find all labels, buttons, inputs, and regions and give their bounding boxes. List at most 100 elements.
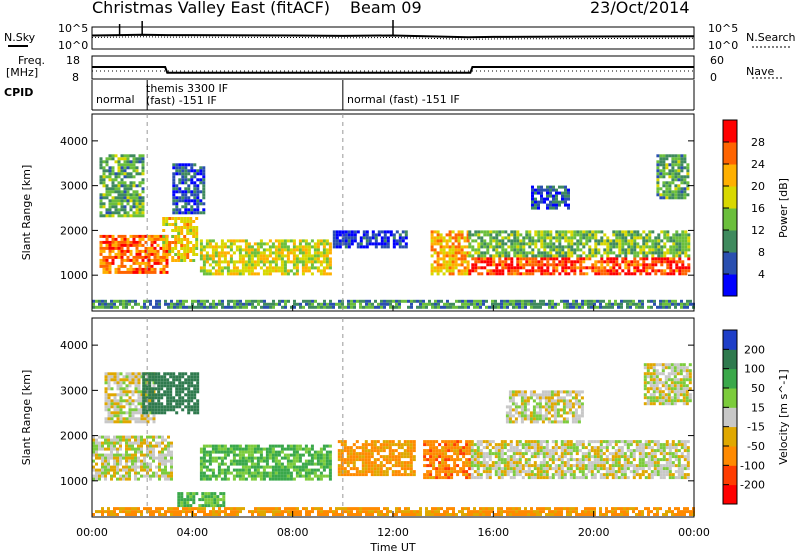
power-cell (638, 305, 641, 309)
power-cell (516, 242, 520, 246)
power-cell (183, 217, 187, 220)
power-cell (599, 305, 602, 309)
power-cell (117, 175, 121, 179)
velocity-cell (286, 471, 290, 475)
velocity-cell (113, 447, 116, 451)
velocity-cell (219, 498, 223, 502)
power-cell (455, 305, 458, 309)
power-cell (257, 302, 260, 306)
velocity-cell (190, 405, 194, 409)
power-cell (684, 266, 688, 270)
power-cell (266, 302, 269, 306)
power-cell (319, 242, 323, 246)
power-cell (298, 260, 302, 264)
velocity-cell (148, 390, 152, 394)
power-cell (564, 185, 567, 189)
power-cell (501, 242, 505, 246)
velocity-cell (116, 387, 120, 391)
power-cell (645, 272, 649, 276)
power-cell (152, 305, 155, 309)
velocity-cell (128, 441, 131, 445)
power-cell (108, 175, 112, 179)
velocity-cell (397, 470, 401, 474)
power-cell (476, 302, 479, 306)
velocity-cell (468, 440, 472, 444)
power-cell (474, 239, 478, 243)
velocity-cell (160, 381, 164, 385)
power-cell (392, 245, 396, 249)
power-cell (442, 251, 446, 255)
power-cell (549, 233, 553, 237)
velocity-cell (256, 474, 260, 478)
power-cell (663, 233, 667, 237)
velocity-cell (211, 468, 215, 472)
power-cell (325, 260, 329, 264)
power-cell (600, 266, 604, 270)
power-cell (636, 266, 640, 270)
velocity-cell (533, 467, 537, 471)
power-cell (147, 261, 151, 265)
velocity-cell (152, 381, 156, 385)
velocity-cell (259, 474, 263, 478)
power-cell (199, 169, 203, 173)
velocity-cell (485, 452, 489, 456)
velocity-cell (265, 462, 269, 466)
power-cell (564, 257, 568, 261)
velocity-cell (465, 458, 469, 462)
power-cell (211, 260, 215, 264)
velocity-cell (343, 470, 347, 474)
velocity-cell (491, 467, 495, 471)
power-cell (546, 191, 549, 195)
velocity-cell (295, 459, 299, 463)
velocity-cell (271, 444, 275, 448)
power-cell (468, 251, 472, 255)
power-cell (183, 253, 187, 256)
power-cell (648, 245, 652, 249)
power-cell (662, 172, 666, 176)
velocity-cell (512, 467, 516, 471)
power-cell (510, 266, 514, 270)
power-cell (515, 299, 518, 303)
velocity-cell (235, 459, 239, 463)
velocity-cell (271, 456, 275, 460)
power-cell (519, 260, 523, 264)
nave-label: Nave (746, 65, 775, 78)
power-cell (117, 190, 121, 194)
power-cell (392, 239, 396, 243)
velocity-cell (346, 470, 350, 474)
power-cell (153, 252, 157, 256)
velocity-cell (352, 449, 356, 453)
power-cell (322, 257, 326, 261)
power-cell (525, 254, 529, 258)
power-cell (301, 260, 305, 264)
velocity-cell (169, 390, 173, 394)
velocity-cell (143, 453, 146, 457)
velocity-cell (447, 467, 451, 471)
velocity-cell (253, 447, 257, 451)
velocity-cell (497, 455, 501, 459)
power-cell (197, 302, 200, 306)
velocity-cell (364, 449, 368, 453)
power-cell (618, 272, 622, 276)
velocity-cell (322, 468, 326, 472)
velocity-cell (113, 381, 117, 385)
power-cell (594, 245, 598, 249)
power-cell (495, 266, 499, 270)
velocity-cell (286, 447, 290, 451)
velocity-cell (177, 495, 181, 499)
power-cell (144, 252, 148, 256)
power-cell (630, 251, 634, 255)
velocity-cell (140, 468, 143, 472)
power-cell (268, 260, 272, 264)
power-cell (540, 230, 544, 234)
velocity-cell (456, 443, 460, 447)
power-cell (540, 263, 544, 267)
power-cell (271, 245, 275, 249)
power-cell (606, 245, 610, 249)
velocity-cell (177, 498, 181, 502)
velocity-cell (119, 408, 123, 412)
power-cell (680, 163, 684, 167)
velocity-cell (98, 474, 101, 478)
velocity-cell (435, 455, 439, 459)
power-cell (552, 263, 556, 267)
